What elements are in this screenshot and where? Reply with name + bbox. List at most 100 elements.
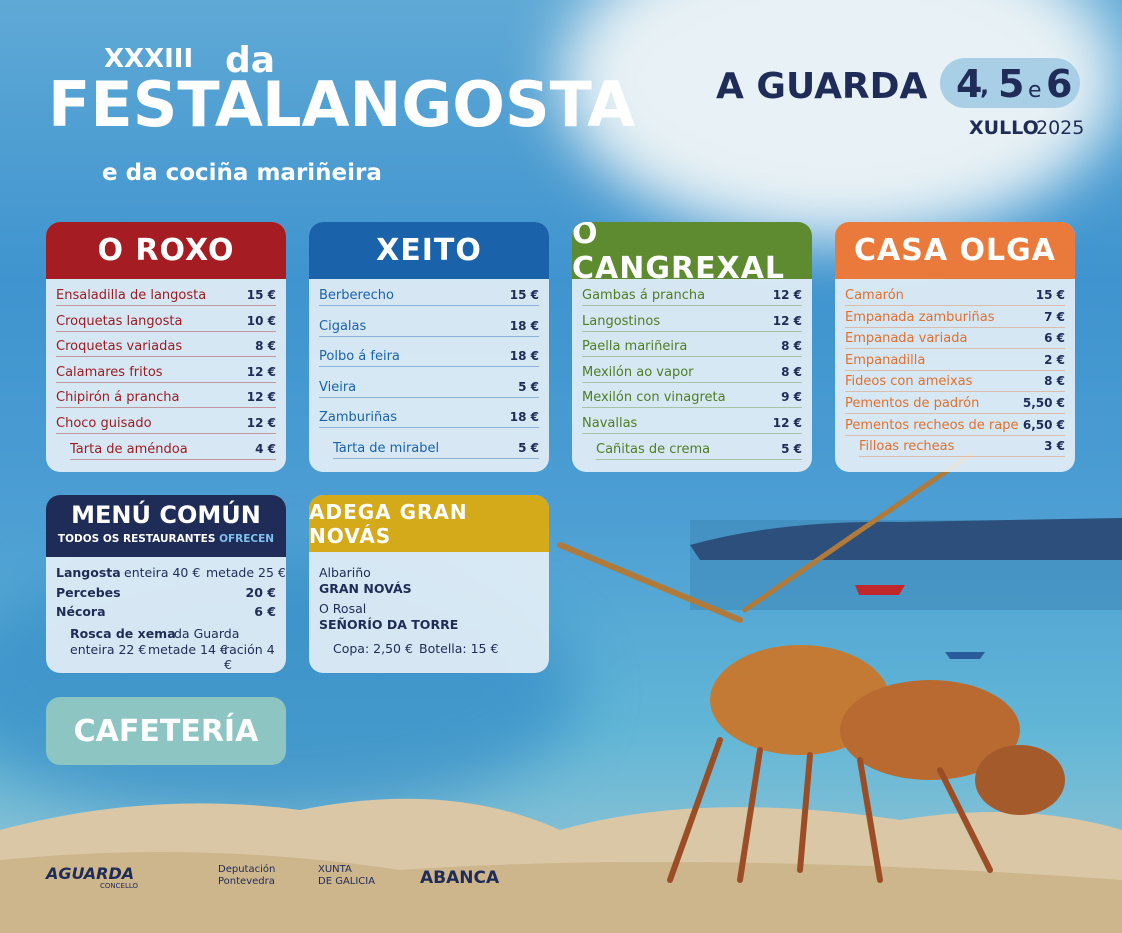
price: 9 € bbox=[781, 390, 802, 405]
dish: Cañitas de crema bbox=[596, 441, 711, 457]
dish: Chipirón á prancha bbox=[56, 390, 180, 406]
price: 5 € bbox=[518, 379, 539, 394]
price: 5,50 € bbox=[1022, 396, 1065, 410]
dish: Navallas bbox=[582, 416, 638, 431]
dish: Mexilón con vinagreta bbox=[582, 390, 726, 406]
price: 5 € bbox=[781, 441, 802, 456]
logo-text: AGUARDA bbox=[46, 864, 135, 883]
price: 8 € bbox=[255, 339, 276, 354]
subtitle-text: OFRECEN bbox=[219, 533, 275, 545]
menu-comun-head: MENÚ COMÚN TODOS OS RESTAURANTES OFRECEN bbox=[46, 495, 286, 557]
dish: Tarta de améndoa bbox=[70, 441, 188, 457]
menu-item: Mexilón con vinagreta 9 € bbox=[582, 390, 802, 409]
menu-item: Fideos con ameixas 8 € bbox=[845, 374, 1065, 393]
place: A GUARDA bbox=[716, 66, 928, 107]
menu-item: Gambas á prancha 12 € bbox=[582, 288, 802, 306]
price: 12 € bbox=[772, 416, 802, 430]
dish: Cigalas bbox=[319, 318, 367, 334]
card-title: MENÚ COMÚN bbox=[71, 501, 261, 529]
menu-item: Filloas recheas 3 € bbox=[859, 439, 1065, 458]
dish: Rosca de xema bbox=[70, 626, 176, 641]
price: Copa: 2,50 € bbox=[333, 641, 413, 656]
subtitle: e da cociña mariñeira bbox=[102, 160, 382, 186]
boat bbox=[855, 585, 905, 595]
price: 6 € bbox=[1044, 331, 1065, 346]
price: 12 € bbox=[772, 288, 802, 302]
menu-item: Empanadilla 2 € bbox=[845, 353, 1065, 371]
price: 3 € bbox=[1044, 439, 1065, 454]
logo-text: XUNTA bbox=[318, 864, 352, 875]
price: 8 € bbox=[781, 339, 802, 354]
lobster bbox=[557, 452, 1065, 883]
menu-item: Polbo á feira 18 € bbox=[319, 349, 539, 368]
cafeteria-card: CAFETERÍA bbox=[46, 697, 286, 765]
date-sep: e bbox=[1028, 78, 1042, 103]
menu-item: Navallas 12 € bbox=[582, 416, 802, 434]
logo-text: ABANCA bbox=[420, 868, 500, 888]
dish: Vieira bbox=[319, 379, 357, 395]
price: 18 € bbox=[509, 410, 539, 425]
menu-item: Pementos de padrón 5,50 € bbox=[845, 396, 1065, 414]
title: LANGOSTA bbox=[262, 68, 636, 141]
wine: SEÑORÍO DA TORRE bbox=[319, 617, 459, 632]
menu-item: Cañitas de crema 5 € bbox=[596, 442, 802, 460]
dish: Percebes bbox=[56, 585, 121, 600]
price: enteira 40 € bbox=[124, 565, 201, 580]
dish: Choco guisado bbox=[56, 416, 152, 431]
wine: GRAN NOVÁS bbox=[319, 581, 412, 596]
menu-item: Langostinos 12 € bbox=[582, 314, 802, 332]
card-title: ADEGA GRAN NOVÁS bbox=[309, 495, 549, 552]
menu-item: Ensaladilla de langosta 15 € bbox=[56, 288, 276, 306]
menu-item: Cigalas 18 € bbox=[319, 319, 539, 337]
title-da: da bbox=[225, 40, 276, 81]
menu-item: Tarta de mirabel 5 € bbox=[333, 441, 539, 459]
menu-item: Calamares fritos 12 € bbox=[56, 365, 276, 383]
logo-text: DE GALICIA bbox=[318, 876, 376, 887]
dish: Zamburiñas bbox=[319, 410, 397, 426]
dish: Croquetas variadas bbox=[56, 339, 183, 355]
dish: Ensaladilla de langosta bbox=[56, 288, 207, 303]
adega-card: ADEGA GRAN NOVÁS Albariño GRAN NOVÁS O R… bbox=[309, 495, 549, 673]
restaurant-card: CASA OLGA Camarón 15 € Empanada zamburiñas 7… bbox=[835, 222, 1075, 472]
price: metade 14 € bbox=[148, 642, 228, 657]
date-day: 6 bbox=[1046, 62, 1073, 106]
price: 12 € bbox=[246, 416, 276, 430]
boat bbox=[945, 652, 985, 659]
price: 12 € bbox=[772, 313, 802, 328]
menu-item: Paella mariñeira 8 € bbox=[582, 339, 802, 358]
wine-origin: O Rosal bbox=[319, 601, 367, 616]
price: 2 € bbox=[1044, 352, 1065, 367]
restaurant-card: O ROXO Ensaladilla de langosta 15 € Croquet… bbox=[46, 222, 286, 472]
dish: Paella mariñeira bbox=[582, 339, 688, 355]
dish: Filloas recheas bbox=[859, 439, 955, 455]
dish: Pementos de padrón bbox=[845, 396, 980, 411]
dish: Gambas á prancha bbox=[582, 288, 706, 303]
menu-item: Berberecho 15 € bbox=[319, 288, 539, 306]
price: 8 € bbox=[781, 364, 802, 379]
date-day: 5 bbox=[998, 62, 1025, 106]
date-badge bbox=[940, 58, 1080, 108]
restaurant-card: O CANGREXAL Gambas á prancha 12 € Langostin… bbox=[572, 222, 812, 472]
card-title: XEITO bbox=[309, 222, 549, 279]
restaurant-card: XEITO Berberecho 15 € Cigalas 18 € Polbo á fe… bbox=[309, 222, 549, 472]
dish: Polbo á feira bbox=[319, 349, 400, 365]
price: metade 25 € bbox=[206, 565, 286, 580]
dish: Empanadilla bbox=[845, 352, 926, 368]
year: 2025 bbox=[1036, 117, 1085, 139]
date-sep: , bbox=[980, 72, 990, 100]
date-day: 4 bbox=[956, 62, 983, 106]
menu-item: Empanada zamburiñas 7 € bbox=[845, 310, 1065, 328]
price: Botella: 15 € bbox=[419, 641, 499, 656]
month: XULLO bbox=[969, 117, 1039, 139]
menu-item: Croquetas variadas 8 € bbox=[56, 339, 276, 358]
price: 7 € bbox=[1044, 309, 1065, 324]
price: 15 € bbox=[509, 288, 539, 302]
dish: Calamares fritos bbox=[56, 364, 163, 380]
price: 6 € bbox=[254, 604, 276, 619]
subtitle-text: TODOS OS RESTAURANTES bbox=[57, 533, 216, 545]
card-title: CAFETERÍA bbox=[73, 713, 259, 749]
sand bbox=[0, 852, 1122, 933]
dish-origin: da Guarda bbox=[174, 626, 240, 641]
card-title: O CANGREXAL bbox=[572, 222, 812, 286]
